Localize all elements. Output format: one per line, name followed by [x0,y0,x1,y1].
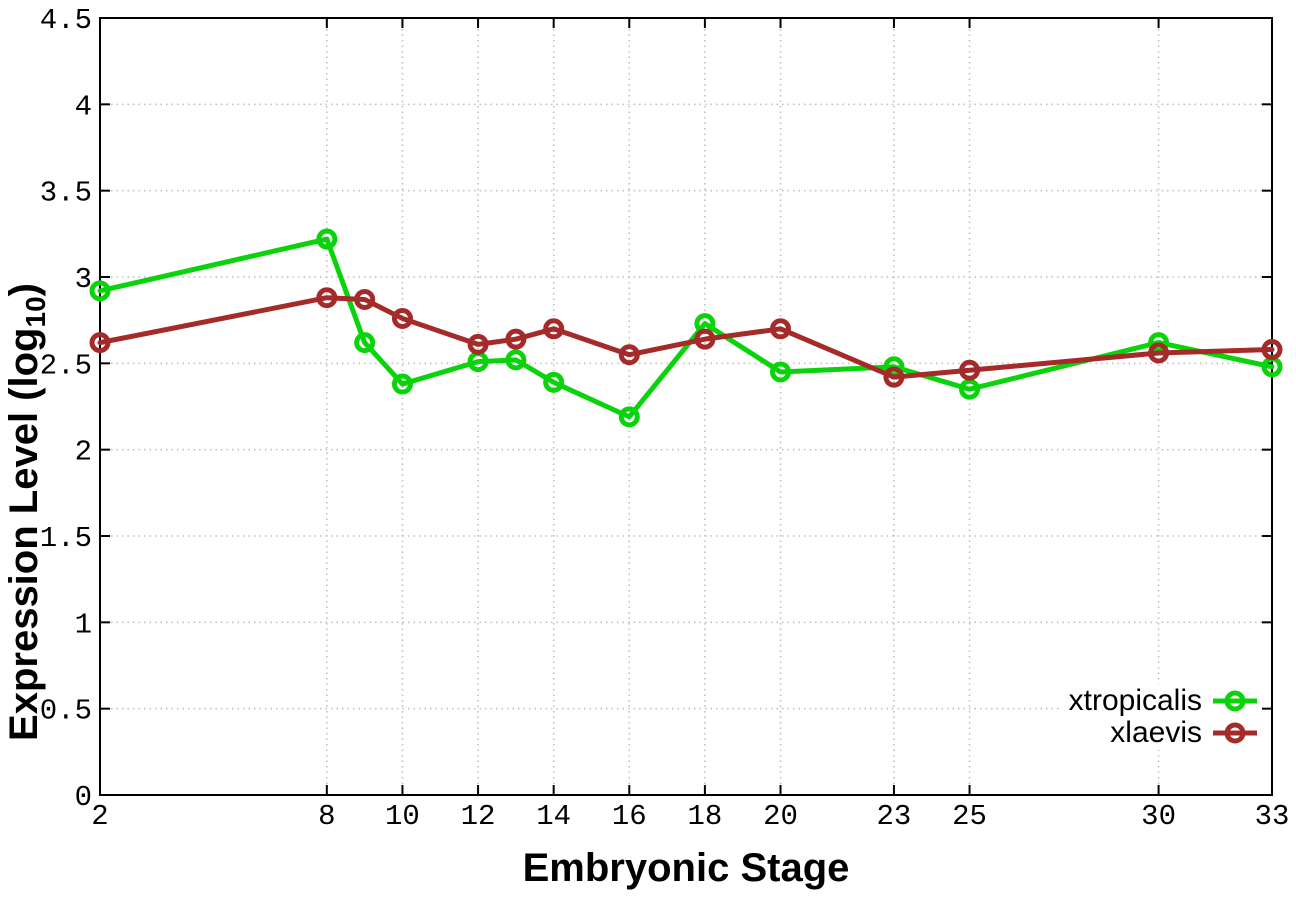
data-point-xlaevis-33 [1261,339,1283,361]
data-point-xlaevis-16 [618,344,640,366]
data-point-xtropicalis-13 [505,349,527,371]
x-tick-label: 20 [763,800,798,833]
data-point-xlaevis-12 [467,333,489,355]
x-tick-label: 10 [385,800,420,833]
data-point-xlaevis-23 [883,366,905,388]
y-axis-title-subscript: 10 [20,296,51,328]
x-tick-label: 2 [91,800,108,833]
y-tick-label: 3.5 [40,177,92,210]
legend-item-xlaevis: xlaevis [1069,716,1258,749]
y-tick-label: 2 [75,436,92,469]
y-tick-label: 3 [75,263,92,296]
plot-border [99,17,1273,796]
data-point-xlaevis-8 [316,287,338,309]
series-line-xtropicalis [97,236,1275,420]
legend-label-xtropicalis: xtropicalis [1068,684,1202,717]
data-point-xtropicalis-25 [959,378,981,400]
x-axis-title: Embryonic Stage [522,846,850,890]
x-tick-label: 23 [877,800,912,833]
y-tick-label: 0.5 [40,695,92,728]
x-tick-label: 12 [461,800,496,833]
series-line-xlaevis [97,295,1275,380]
data-point-xlaevis-25 [959,359,981,381]
y-tick-label: 1.5 [40,522,92,555]
data-point-xtropicalis-20 [770,361,792,383]
x-tick-label: 30 [1141,800,1176,833]
y-axis-title-close: ) [2,283,46,297]
data-point-xlaevis-20 [770,318,792,340]
legend-item-xtropicalis: xtropicalis [1068,684,1258,717]
y-axis-title-text: Expression Level (log [2,327,46,741]
data-point-xlaevis-10 [391,307,413,329]
legend: xtropicalis xlaevis [1058,684,1262,750]
x-tick-label: 8 [318,800,335,833]
legend-marker-icon [1213,722,1257,744]
data-point-xtropicalis-14 [543,371,565,393]
data-point-xtropicalis-2 [89,280,111,302]
y-tick-label: 4 [75,90,92,123]
y-tick-label: 1 [75,608,92,641]
data-point-xlaevis-2 [89,332,111,354]
data-point-xtropicalis-16 [618,406,640,428]
x-tick-label: 33 [1255,800,1290,833]
x-tick-label: 14 [536,800,571,833]
y-tick-label: 2.5 [40,349,92,382]
y-tick-label: 0 [75,781,92,814]
legend-label-xlaevis: xlaevis [1110,716,1202,749]
x-tick-label: 25 [952,800,987,833]
x-tick-label: 16 [612,800,647,833]
data-point-xlaevis-9 [354,288,376,310]
y-axis-title: Expression Level (log10) [2,283,52,741]
legend-marker-icon [1213,690,1257,712]
data-point-xtropicalis-8 [316,228,338,250]
data-point-xlaevis-30 [1148,342,1170,364]
x-tick-label: 18 [687,800,722,833]
data-point-xtropicalis-10 [391,373,413,395]
data-point-xlaevis-13 [505,328,527,350]
y-tick-label: 4.5 [40,4,92,37]
data-point-xlaevis-18 [694,328,716,350]
data-point-xtropicalis-9 [354,332,376,354]
data-point-xlaevis-14 [543,318,565,340]
